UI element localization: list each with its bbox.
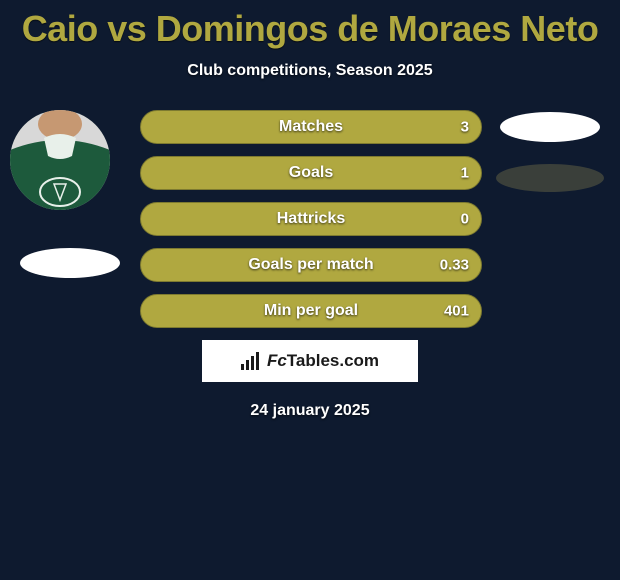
stat-row: Hattricks 0 xyxy=(140,202,482,236)
stats-rows: Matches 3 Goals 1 Hattricks 0 Goals per … xyxy=(140,110,482,328)
stat-label: Goals per match xyxy=(141,256,481,274)
stat-label: Matches xyxy=(141,118,481,136)
stat-value: 0 xyxy=(461,211,469,228)
brand-prefix: Fc xyxy=(267,351,287,370)
player-right-shape-2 xyxy=(496,164,604,192)
player-left-avatar xyxy=(10,110,110,210)
stat-row: Matches 3 xyxy=(140,110,482,144)
brand-watermark: FcTables.com xyxy=(202,340,418,382)
stat-row: Goals 1 xyxy=(140,156,482,190)
page-title: Caio vs Domingos de Moraes Neto xyxy=(0,0,620,50)
player-left-shape xyxy=(20,248,120,278)
avatar-jersey-icon xyxy=(10,110,110,210)
stat-row: Min per goal 401 xyxy=(140,294,482,328)
player-right-shape-1 xyxy=(500,112,600,142)
stat-value: 3 xyxy=(461,119,469,136)
stat-value: 1 xyxy=(461,165,469,182)
brand-rest: Tables.com xyxy=(287,351,379,370)
stat-row: Goals per match 0.33 xyxy=(140,248,482,282)
bars-icon xyxy=(241,352,263,370)
stat-label: Hattricks xyxy=(141,210,481,228)
stat-label: Min per goal xyxy=(141,302,481,320)
subtitle: Club competitions, Season 2025 xyxy=(0,62,620,80)
comparison-panel: Matches 3 Goals 1 Hattricks 0 Goals per … xyxy=(0,110,620,420)
footer-date: 24 january 2025 xyxy=(0,402,620,420)
brand-text: FcTables.com xyxy=(267,351,379,371)
stat-value: 0.33 xyxy=(440,257,469,274)
stat-value: 401 xyxy=(444,303,469,320)
stat-label: Goals xyxy=(141,164,481,182)
